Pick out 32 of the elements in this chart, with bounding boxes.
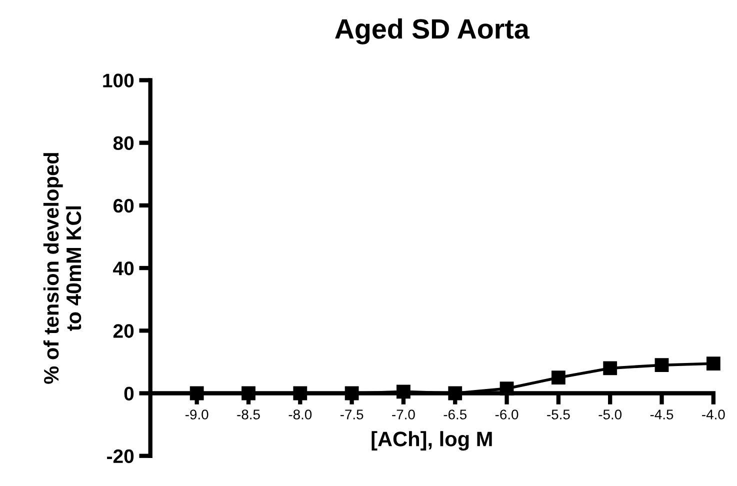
point	[344, 386, 359, 400]
x-tick-label: -7.0	[392, 410, 415, 420]
point	[654, 358, 669, 372]
y-tick-label: 0	[124, 386, 134, 400]
x-tick-label: -8.5	[237, 410, 260, 420]
point	[603, 361, 618, 376]
x-tick-label: -9.0	[185, 410, 208, 420]
y-tick-label: 100	[103, 74, 134, 88]
x-tick-label: -5.0	[598, 410, 622, 420]
point	[242, 386, 256, 400]
y-tick-label: -20	[107, 449, 134, 464]
point	[706, 356, 720, 370]
x-tick-label: -6.0	[495, 410, 518, 420]
y-tick-label: 40	[113, 261, 134, 276]
x-tick-label: -8.0	[288, 410, 312, 420]
y-tick-label: 60	[113, 198, 134, 213]
x-tick-label: -5.5	[547, 410, 570, 420]
point	[552, 370, 566, 385]
y-tick-label: 80	[113, 136, 134, 150]
x-tick-label: -6.5	[444, 410, 467, 420]
point	[396, 384, 410, 399]
x-tick-label: -4.5	[650, 410, 674, 420]
x-tick-label: -7.5	[340, 410, 364, 420]
point	[448, 386, 462, 400]
y-axis-title: % of tension developed to 40mM KCl	[43, 153, 82, 384]
x-tick-label: -4.0	[702, 410, 725, 420]
point	[500, 382, 514, 396]
chart-title: Aged SD Aorta	[335, 18, 530, 44]
x-axis-title: [ACh], log M	[372, 431, 492, 451]
y-tick-label: 20	[113, 324, 134, 338]
point	[190, 386, 204, 400]
point	[293, 386, 308, 400]
